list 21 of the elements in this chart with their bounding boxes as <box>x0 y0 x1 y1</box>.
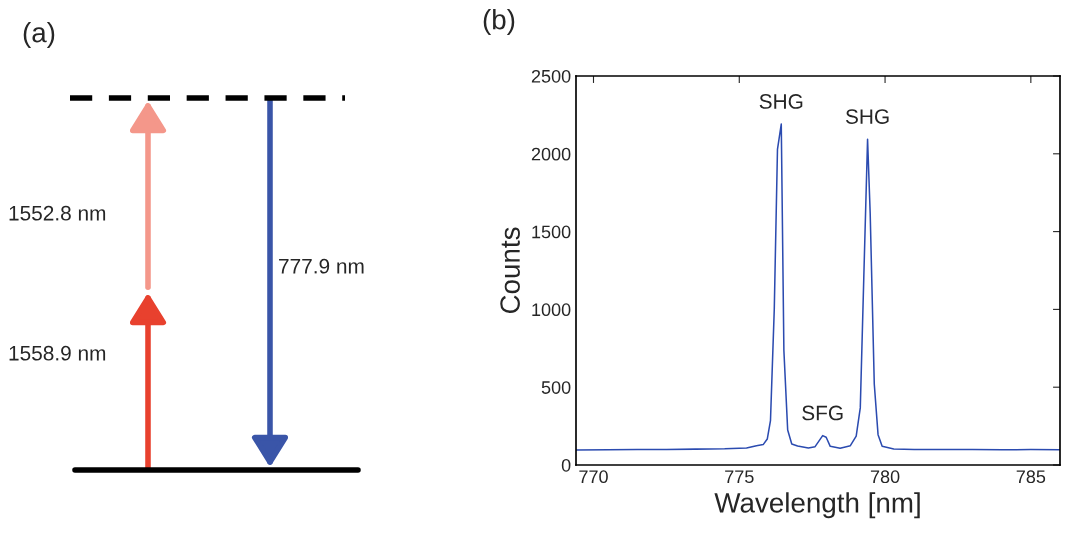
x-tick-label: 775 <box>725 470 754 484</box>
y-tick-label: 2000 <box>531 147 571 161</box>
annotation: SHG <box>845 109 889 124</box>
x-tick-label: 785 <box>1016 470 1046 484</box>
annotation: SHG <box>759 94 803 109</box>
annotation: SFG <box>802 405 843 421</box>
y-tick-label: 500 <box>541 381 571 394</box>
text: 777.9 nm <box>279 258 364 274</box>
y-tick-label: 2500 <box>531 69 571 83</box>
text: 1552.8 nm <box>9 205 106 221</box>
y-tick-label: 1000 <box>532 303 571 317</box>
x-tick-label: 780 <box>870 470 900 484</box>
text: (a) <box>23 22 55 48</box>
y-tick-label: 0 <box>561 458 571 472</box>
chart-title: (b) <box>483 9 515 35</box>
y-tick-label: 1500 <box>532 225 571 239</box>
line-series <box>576 123 1060 451</box>
text: 1558.9 nm <box>9 345 106 361</box>
x-tick-label: 770 <box>579 470 608 484</box>
y-axis-title: Counts <box>500 227 520 314</box>
x-axis-title: Wavelength [nm] <box>714 492 920 519</box>
